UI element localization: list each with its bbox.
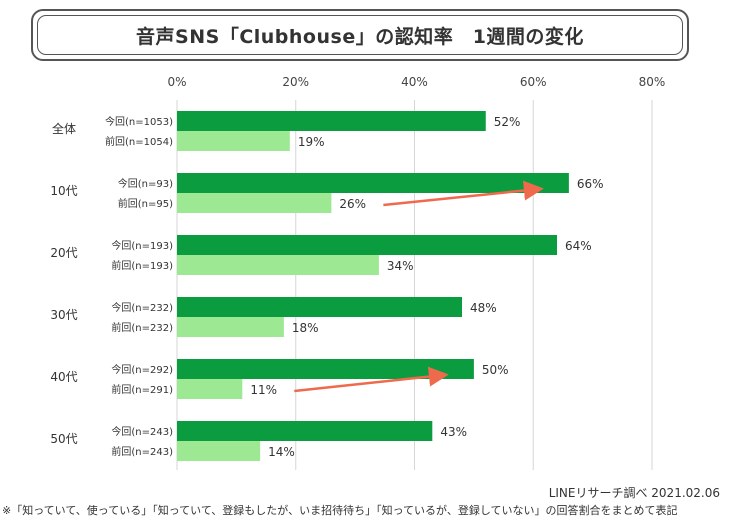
x-tick-label: 20% — [282, 75, 309, 89]
source-credit: LINEリサーチ調べ 2021.02.06 — [548, 486, 720, 500]
group-label: 40代 — [50, 370, 77, 384]
trend-arrow — [294, 366, 449, 393]
bar-value-label: 52% — [494, 115, 521, 129]
bar — [177, 421, 433, 441]
footnote: ※「知っていて、使っている」「知っていて、登録もしたが、いま招待待ち」「知ってい… — [2, 504, 678, 517]
bar-category-label: 前回(n=291) — [111, 383, 173, 396]
bar-value-label: 14% — [268, 445, 295, 459]
bar-value-label: 19% — [298, 135, 325, 149]
bar-category-label: 前回(n=232) — [111, 321, 173, 334]
bar — [177, 193, 332, 213]
bar — [177, 359, 474, 379]
bar-value-label: 18% — [292, 321, 319, 335]
group-label: 10代 — [50, 184, 77, 198]
bar-category-label: 今回(n=93) — [118, 177, 173, 190]
bar — [177, 173, 569, 193]
bar — [177, 111, 486, 131]
bar-value-label: 64% — [565, 239, 592, 253]
bar-category-label: 前回(n=243) — [111, 445, 173, 458]
title-frame: 音声SNS「Clubhouse」の認知率 1週間の変化 — [31, 9, 689, 61]
trend-arrow — [383, 180, 544, 207]
bar-category-label: 今回(n=232) — [111, 301, 173, 314]
bar — [177, 379, 243, 399]
bar-value-label: 43% — [440, 425, 467, 439]
x-tick-label: 60% — [520, 75, 547, 89]
bar — [177, 235, 557, 255]
group-label: 全体 — [52, 121, 76, 136]
bar-category-label: 前回(n=193) — [111, 259, 173, 272]
bar — [177, 441, 261, 461]
bar-category-label: 前回(n=95) — [118, 197, 173, 210]
bar-category-label: 今回(n=193) — [111, 239, 173, 252]
x-tick-label: 0% — [167, 75, 186, 89]
bar — [177, 131, 290, 151]
bar-category-label: 今回(n=1053) — [105, 115, 173, 128]
bar — [177, 317, 284, 337]
group-label: 30代 — [50, 308, 77, 322]
x-tick-label: 40% — [401, 75, 428, 89]
bar-value-label: 34% — [387, 259, 414, 273]
bar — [177, 297, 462, 317]
x-tick-label: 80% — [639, 75, 666, 89]
bar-value-label: 11% — [250, 383, 277, 397]
chart-title: 音声SNS「Clubhouse」の認知率 1週間の変化 — [37, 15, 683, 55]
bar-value-label: 50% — [482, 363, 509, 377]
bar-chart: 0% 20% 40% 60% 80% 全体 今回(n=1053) 52% 前回(n=1054) 1… — [50, 75, 666, 470]
group-label: 20代 — [50, 246, 77, 260]
group-label: 50代 — [50, 432, 77, 446]
bar-category-label: 前回(n=1054) — [105, 135, 173, 148]
bar-category-label: 今回(n=243) — [111, 425, 173, 438]
bar-value-label: 26% — [339, 197, 366, 211]
bar-value-label: 66% — [577, 177, 604, 191]
bar — [177, 255, 379, 275]
bar-category-label: 今回(n=292) — [111, 363, 173, 376]
bar-value-label: 48% — [470, 301, 497, 315]
